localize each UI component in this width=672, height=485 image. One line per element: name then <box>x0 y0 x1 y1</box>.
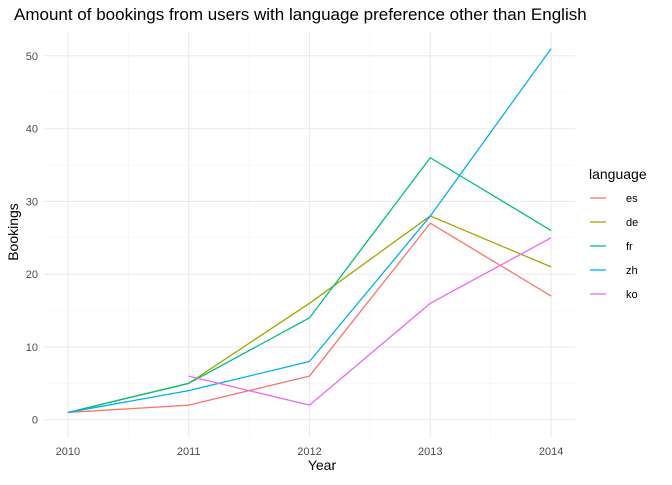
major-gridlines <box>44 32 575 438</box>
legend-items: es de fr zh ko <box>590 193 638 301</box>
chart-title: Amount of bookings from users with langu… <box>14 5 587 24</box>
series-line-es <box>67 222 552 414</box>
x-axis-tick-labels: 2010 2011 2012 2013 2014 <box>56 446 564 458</box>
legend-item-es: es <box>590 193 638 205</box>
legend: language es de fr zh ko <box>589 166 647 301</box>
legend-label-ko: ko <box>626 289 638 301</box>
series-lines <box>67 48 552 414</box>
y-tick-label: 20 <box>26 269 38 281</box>
legend-item-fr: fr <box>590 241 633 253</box>
legend-item-ko: ko <box>590 289 638 301</box>
series-line-ko <box>188 237 552 406</box>
legend-title: language <box>589 166 647 182</box>
legend-label-zh: zh <box>626 265 638 277</box>
x-tick-label: 2012 <box>297 446 321 458</box>
y-axis-title: Bookings <box>5 203 21 261</box>
series-line-fr <box>67 157 552 414</box>
y-tick-label: 30 <box>26 196 38 208</box>
x-tick-label: 2011 <box>177 446 201 458</box>
y-tick-label: 0 <box>32 415 38 427</box>
legend-item-zh: zh <box>590 265 638 277</box>
legend-item-de: de <box>590 217 638 229</box>
legend-label-es: es <box>626 193 638 205</box>
x-axis-title: Year <box>308 457 337 473</box>
x-tick-label: 2014 <box>539 446 563 458</box>
y-tick-label: 10 <box>26 342 38 354</box>
x-tick-label: 2013 <box>418 446 442 458</box>
y-axis-tick-labels: 0 10 20 30 40 50 <box>26 51 38 427</box>
series-line-zh <box>67 48 552 414</box>
plot-area <box>44 32 575 438</box>
legend-label-de: de <box>626 217 638 229</box>
legend-label-fr: fr <box>626 241 633 253</box>
y-tick-label: 40 <box>26 124 38 136</box>
x-tick-label: 2010 <box>56 446 80 458</box>
y-tick-label: 50 <box>26 51 38 63</box>
